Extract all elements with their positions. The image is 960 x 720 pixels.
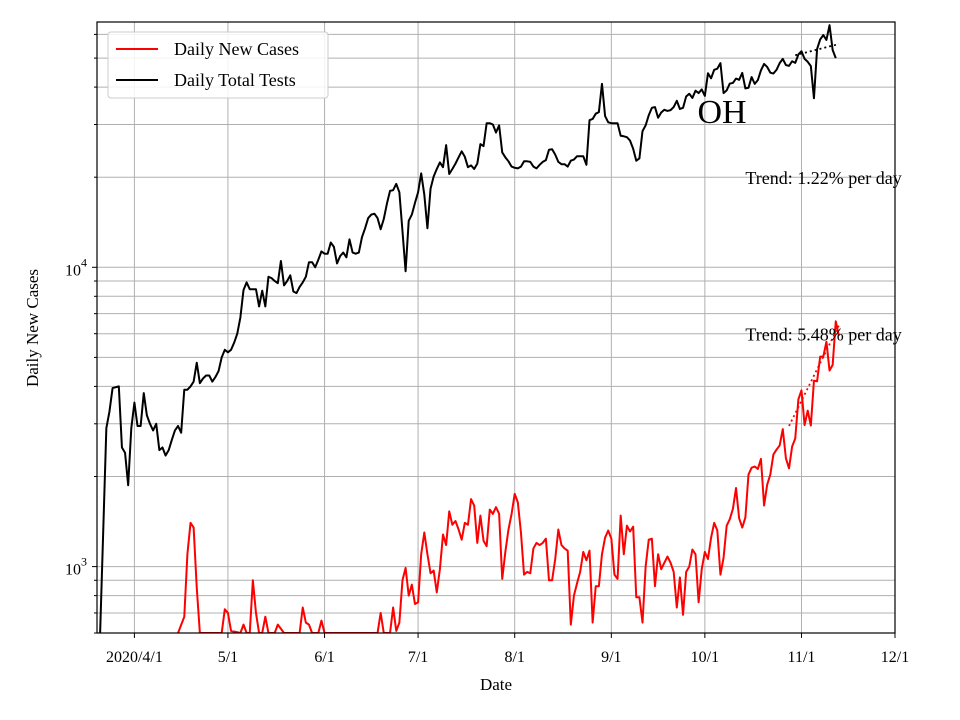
y-tick-label-exponent: 3 <box>81 555 87 569</box>
x-axis-label: Date <box>480 675 512 694</box>
trendline-daily-new-cases <box>788 324 840 427</box>
axes-frame <box>96 21 896 634</box>
x-tick-label: 8/1 <box>504 649 524 666</box>
x-tick-label: 12/1 <box>881 649 909 666</box>
legend: Daily New Cases Daily Total Tests <box>107 31 329 99</box>
legend-box <box>107 31 329 99</box>
x-tick-label: 11/1 <box>788 649 816 666</box>
trend-annotation: Trend: 1.22% per day <box>745 168 901 188</box>
legend-label-daily-new-cases: Daily New Cases <box>174 39 299 59</box>
state-label: OH <box>697 94 746 131</box>
trend-annotation: Trend: 5.48% per day <box>745 324 901 344</box>
plot-area <box>99 24 840 633</box>
x-tick-label: 5/1 <box>218 649 238 666</box>
y-tick-label-exponent: 4 <box>81 255 87 269</box>
y-axis-label: Daily New Cases <box>23 269 42 387</box>
x-tick-label: 7/1 <box>408 649 428 666</box>
y-tick-label: 104 <box>65 255 87 279</box>
y-tick-label-base: 10 <box>65 562 81 579</box>
x-tick-label: 9/1 <box>601 649 621 666</box>
x-tick-label: 6/1 <box>314 649 334 666</box>
series-line-daily-new-cases <box>177 320 840 633</box>
x-tick-label: 2020/4/1 <box>106 649 163 666</box>
series-line-daily-total-tests <box>99 24 837 633</box>
y-tick-label: 103 <box>65 555 87 579</box>
x-tick-label: 10/1 <box>691 649 719 666</box>
y-tick-label-base: 10 <box>65 262 81 279</box>
legend-label-daily-total-tests: Daily Total Tests <box>174 70 296 90</box>
trend-annotations: Trend: 1.22% per day Trend: 5.48% per day <box>745 168 901 345</box>
axis-ticks: 2020/4/1 5/1 6/1 7/1 8/1 9/1 10/1 11/1 12/110310… <box>65 33 909 666</box>
grid <box>97 22 896 634</box>
